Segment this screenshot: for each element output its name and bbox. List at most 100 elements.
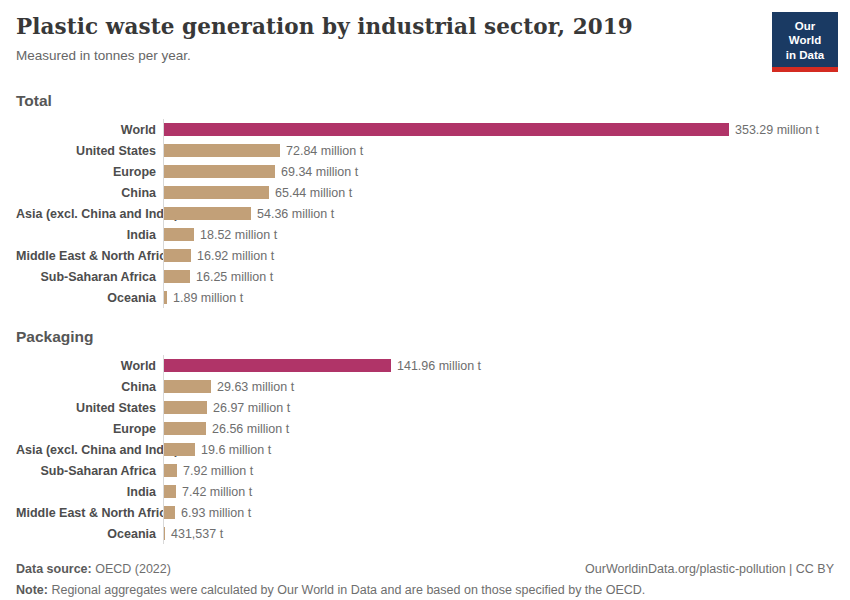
entity-label: Europe xyxy=(16,422,163,436)
value-bar[interactable] xyxy=(164,270,190,283)
data-source-label: Data source: xyxy=(16,562,92,576)
entity-label: Asia (excl. China and India) xyxy=(16,443,163,457)
footer-note-label: Note: xyxy=(16,583,48,597)
value-bar[interactable] xyxy=(164,249,191,262)
entity-label: Oceania xyxy=(16,527,163,541)
footer-note: Note: Regional aggregates were calculate… xyxy=(16,580,834,600)
page-subtitle: Measured in tonnes per year. xyxy=(16,48,633,63)
entity-label: United States xyxy=(16,401,163,415)
bar-row: India 18.52 million t xyxy=(16,224,834,245)
value-label: 7.42 million t xyxy=(182,485,252,499)
value-bar[interactable] xyxy=(164,165,275,178)
bar-track: 26.56 million t xyxy=(163,418,834,439)
owid-chart-page: Plastic waste generation by industrial s… xyxy=(0,0,850,600)
bar-row: Oceania 1.89 million t xyxy=(16,287,834,308)
entity-label: Oceania xyxy=(16,291,163,305)
bar-row: Sub-Saharan Africa16.25 million t xyxy=(16,266,834,287)
value-bar[interactable] xyxy=(164,485,176,498)
owid-url-link[interactable]: OurWorldinData.org/plastic-pollution | C… xyxy=(585,559,834,580)
bar-track: 54.36 million t xyxy=(163,203,834,224)
charts-container: Total World 353.29 million t United States 7… xyxy=(16,92,834,544)
bar-track: 69.34 million t xyxy=(163,161,834,182)
bar-track: 7.42 million t xyxy=(163,481,834,502)
bar-track: 16.25 million t xyxy=(163,266,834,287)
owid-logo-line1: Our World xyxy=(780,19,830,48)
page-title: Plastic waste generation by industrial s… xyxy=(16,14,633,41)
value-bar[interactable] xyxy=(164,422,206,435)
entity-label: China xyxy=(16,186,163,200)
value-label: 18.52 million t xyxy=(200,228,277,242)
entity-label: China xyxy=(16,380,163,394)
bar-track: 26.97 million t xyxy=(163,397,834,418)
value-label: 6.93 million t xyxy=(181,506,251,520)
owid-logo-line2: in Data xyxy=(780,48,830,62)
bar-row: World141.96 million t xyxy=(16,355,834,376)
section-packaging: Packaging World141.96 million t China 29.63… xyxy=(16,328,834,544)
value-bar[interactable] xyxy=(164,380,211,393)
section-title-packaging: Packaging xyxy=(16,328,834,346)
bar-track: 16.92 million t xyxy=(163,245,834,266)
entity-label: Middle East & North Africa xyxy=(16,249,163,263)
entity-label: United States xyxy=(16,144,163,158)
value-label: 1.89 million t xyxy=(173,291,243,305)
value-bar[interactable] xyxy=(164,291,167,304)
value-bar[interactable] xyxy=(164,207,251,220)
value-label: 54.36 million t xyxy=(257,207,334,221)
value-label: 7.92 million t xyxy=(183,464,253,478)
value-bar[interactable] xyxy=(164,401,207,414)
bar-track: 353.29 million t xyxy=(163,119,834,140)
section-title-total: Total xyxy=(16,92,834,110)
bar-track: 65.44 million t xyxy=(163,182,834,203)
value-bar[interactable] xyxy=(164,506,175,519)
header-titles: Plastic waste generation by industrial s… xyxy=(16,14,633,63)
bar-track: 1.89 million t xyxy=(163,287,834,308)
bar-track: 72.84 million t xyxy=(163,140,834,161)
entity-label: Europe xyxy=(16,165,163,179)
data-source-value: OECD (2022) xyxy=(92,562,171,576)
value-bar[interactable] xyxy=(164,186,269,199)
bar-chart-total: World 353.29 million t United States 72.84 … xyxy=(16,119,834,308)
value-bar[interactable] xyxy=(164,144,280,157)
bar-row: Oceania431,537 t xyxy=(16,523,834,544)
bar-row: India 7.42 million t xyxy=(16,481,834,502)
bar-track: 431,537 t xyxy=(163,523,834,544)
owid-logo: Our World in Data xyxy=(772,12,838,72)
bar-row: Middle East & North Africa 6.93 million t xyxy=(16,502,834,523)
value-bar[interactable] xyxy=(164,443,195,456)
bar-row: Europe 26.56 million t xyxy=(16,418,834,439)
data-source: Data source: OECD (2022) xyxy=(16,559,171,580)
bar-row: World 353.29 million t xyxy=(16,119,834,140)
value-bar[interactable] xyxy=(164,359,391,372)
value-label: 29.63 million t xyxy=(217,380,294,394)
bar-track: 18.52 million t xyxy=(163,224,834,245)
value-bar[interactable] xyxy=(164,464,177,477)
section-total: Total World 353.29 million t United States 7… xyxy=(16,92,834,308)
header: Plastic waste generation by industrial s… xyxy=(16,14,834,72)
bar-track: 7.92 million t xyxy=(163,460,834,481)
value-label: 141.96 million t xyxy=(397,359,481,373)
value-label: 72.84 million t xyxy=(286,144,363,158)
value-bar[interactable] xyxy=(164,527,165,540)
bar-track: 6.93 million t xyxy=(163,502,834,523)
value-label: 26.56 million t xyxy=(212,422,289,436)
entity-label: Sub-Saharan Africa xyxy=(16,270,163,284)
entity-label: India xyxy=(16,485,163,499)
value-label: 69.34 million t xyxy=(281,165,358,179)
bar-row: Asia (excl. China and India) 19.6 million… xyxy=(16,439,834,460)
value-label: 65.44 million t xyxy=(275,186,352,200)
bar-row: China 29.63 million t xyxy=(16,376,834,397)
entity-label: World xyxy=(16,123,163,137)
bar-row: Asia (excl. China and India) 54.36 millio… xyxy=(16,203,834,224)
entity-label: Asia (excl. China and India) xyxy=(16,207,163,221)
footer: Data source: OECD (2022) OurWorldinData.… xyxy=(16,559,834,600)
bar-row: Europe 69.34 million t xyxy=(16,161,834,182)
footer-source-row: Data source: OECD (2022) OurWorldinData.… xyxy=(16,559,834,580)
value-label: 19.6 million t xyxy=(201,443,271,457)
entity-label: Sub-Saharan Africa xyxy=(16,464,163,478)
entity-label: Middle East & North Africa xyxy=(16,506,163,520)
value-label: 353.29 million t xyxy=(735,123,819,137)
entity-label: India xyxy=(16,228,163,242)
bar-track: 29.63 million t xyxy=(163,376,834,397)
value-bar[interactable] xyxy=(164,228,194,241)
value-bar[interactable] xyxy=(164,123,729,136)
